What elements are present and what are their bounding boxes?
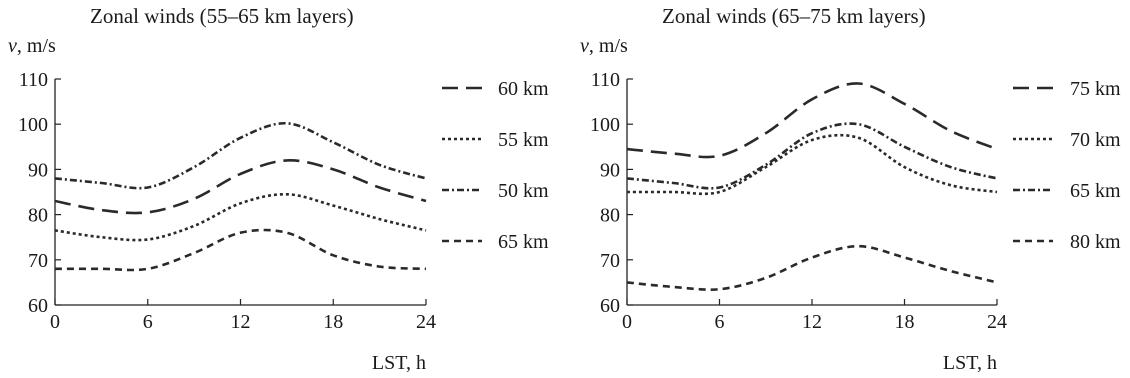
legend-label: 80 km [1070,231,1121,253]
x-tick-label: 6 [143,311,153,333]
y-axis-variable: v [580,35,589,57]
legend-label: 65 km [1070,180,1121,202]
y-tick-label: 60 [28,295,48,317]
chart-title: Zonal winds (55–65 km layers) [90,4,354,28]
series-line [54,192,427,242]
x-tick-label: 18 [323,311,343,333]
x-tick-label: 6 [715,311,725,333]
y-tick-label: 80 [28,205,48,227]
x-tick-label: 12 [231,311,251,333]
y-tick-label: 110 [19,69,48,91]
x-axis-label: LST, h [943,352,997,374]
y-tick-label: 80 [600,205,620,227]
y-tick-label: 90 [28,159,48,181]
legend-label: 75 km [1070,78,1121,100]
y-tick-label: 110 [591,69,620,91]
y-tick-label: 90 [600,159,620,181]
x-tick-label: 24 [416,311,436,333]
legend-label: 55 km [498,129,549,151]
y-axis-unit: , m/s [17,35,56,57]
legend-label: 65 km [498,231,549,253]
legend-label: 60 km [498,78,549,100]
x-tick-label: 24 [987,311,1007,333]
legend-label: 70 km [1070,129,1121,151]
series-line [626,244,998,291]
series-line [54,159,427,215]
legend-label: 50 km [498,180,549,202]
x-tick-label: 18 [895,311,915,333]
y-tick-label: 100 [18,114,48,136]
y-tick-label: 70 [600,250,620,272]
y-axis-unit: , m/s [589,35,628,57]
chart-panel-left: Zonal winds (55–65 km layers) v, m/s LST… [8,4,549,374]
y-tick-label: 100 [590,114,620,136]
chart-title: Zonal winds (65–75 km layers) [662,4,926,28]
x-tick-label: 0 [622,311,632,333]
y-axis-label: v, m/s [580,35,628,57]
x-tick-label: 12 [802,311,822,333]
y-axis-label: v, m/s [8,35,56,57]
series-line [54,121,427,190]
y-axis-variable: v [8,35,17,57]
series-line [626,82,998,159]
y-tick-label: 70 [28,250,48,272]
chart-panel-right: Zonal winds (65–75 km layers) v, m/s LST… [580,4,1121,374]
series-line [626,122,998,190]
x-axis-label: LST, h [372,352,426,374]
x-tick-label: 0 [50,311,60,333]
series-line [55,228,427,272]
series-line [626,133,998,196]
y-tick-label: 60 [600,295,620,317]
